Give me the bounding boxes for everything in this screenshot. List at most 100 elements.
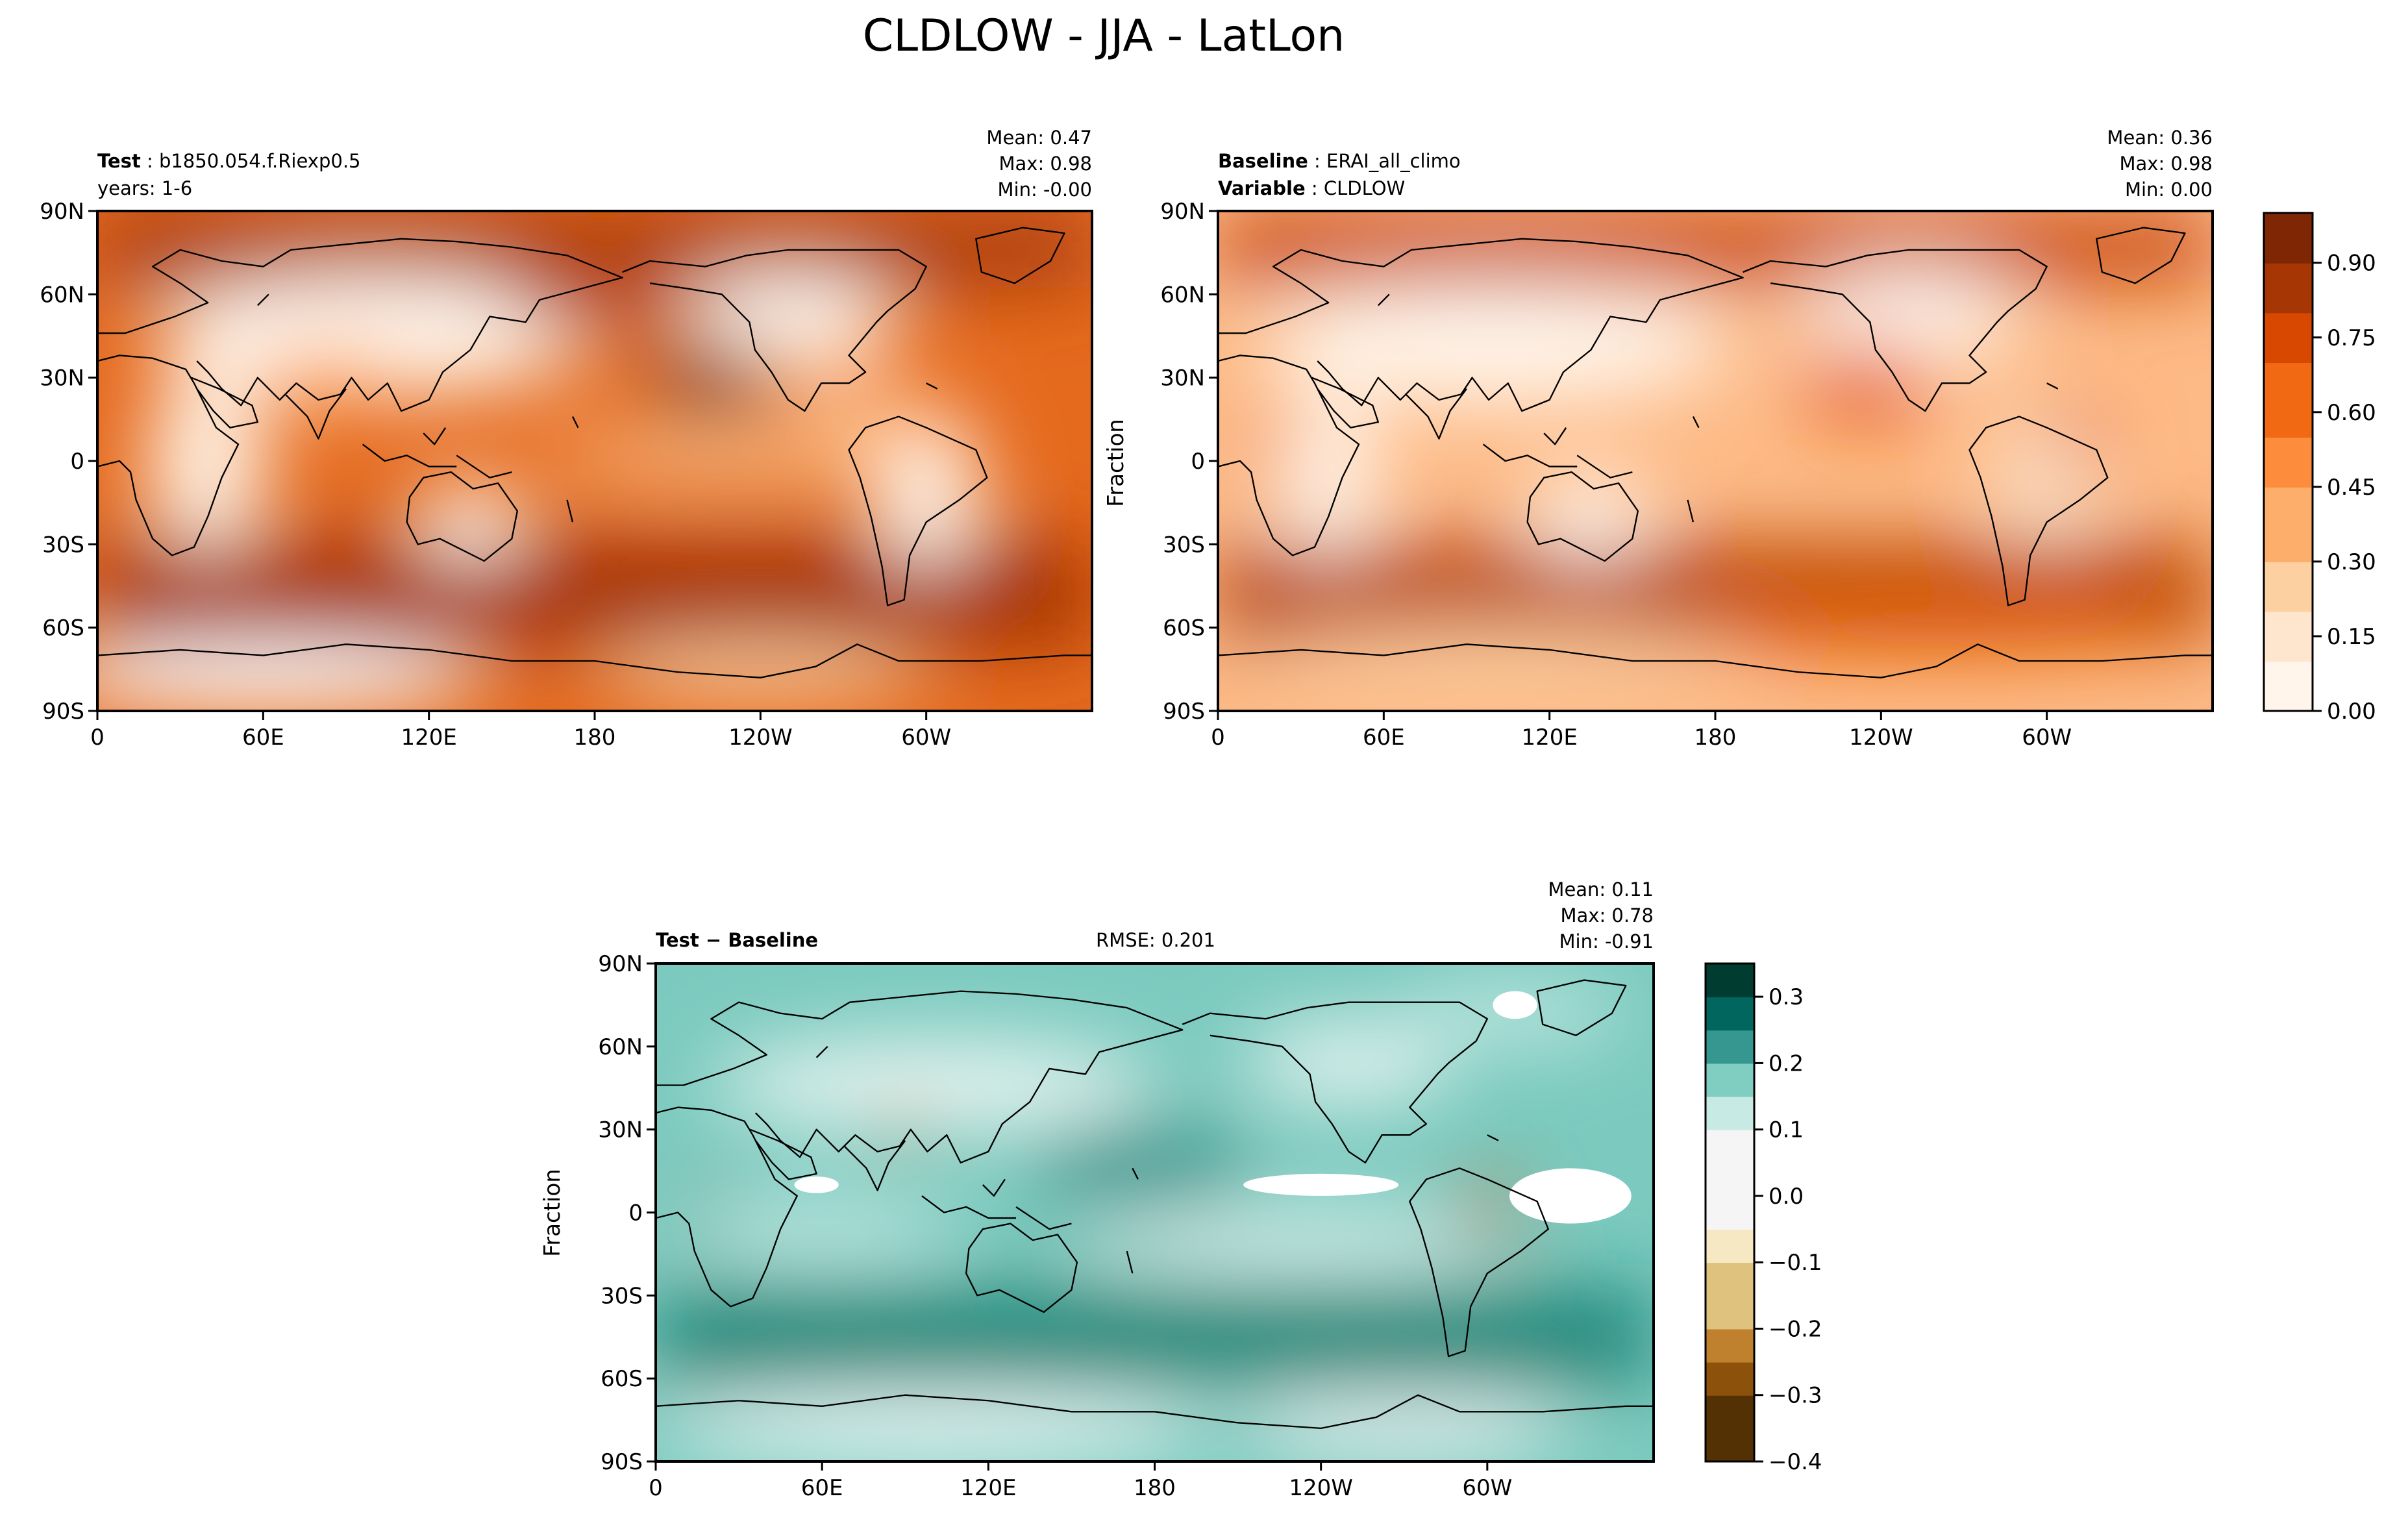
baseline-ytick-label: 90S — [1163, 699, 1205, 725]
colorbar-bottom-swatch — [1706, 1328, 1754, 1363]
colorbar-top-swatch — [2264, 686, 2313, 712]
diff-label: Test − Baseline — [656, 929, 818, 951]
colorbar-top-swatch — [2264, 337, 2313, 364]
colorbar-top-tick-label: 0.45 — [2327, 475, 2376, 501]
baseline-variable: Variable : CLDLOW — [1218, 177, 1405, 199]
diff-xtick-label: 0 — [649, 1475, 663, 1501]
baseline-xtick-label: 0 — [1211, 725, 1225, 751]
panel-diff: Test − Baseline RMSE: 0.201 Mean: 0.11 M… — [540, 878, 1655, 1501]
baseline-xtick-label: 180 — [1694, 725, 1737, 751]
diff-ytick-label: 90N — [598, 951, 643, 977]
diff-xtick-label: 60E — [801, 1475, 843, 1501]
colorbar-bottom-swatch — [1706, 963, 1754, 998]
test-xtick-label: 180 — [574, 725, 616, 751]
colorbar-bottom-frame — [1704, 962, 1756, 1463]
diff-xtick-label: 120E — [960, 1475, 1016, 1501]
test-xtick-label: 0 — [90, 725, 105, 751]
colorbar-bottom: 0.3 0.2 0.1 0.0 −0.1 −0.2 −0.3 −0.4 — [1704, 962, 1822, 1475]
baseline-xtick-label: 60E — [1363, 725, 1405, 751]
figure-title: CLDLOW - JJA - LatLon — [863, 10, 1345, 62]
test-ytick-label: 0 — [70, 449, 84, 475]
colorbar-top-swatch — [2264, 611, 2313, 637]
test-xtick-label: 60E — [242, 725, 284, 751]
colorbar-bottom-swatch — [1706, 1361, 1754, 1396]
colorbar-bottom-swatch — [1706, 997, 1754, 1031]
colorbar-top-swatch — [2264, 437, 2313, 463]
baseline-mean: Mean: 0.36 — [2107, 127, 2213, 149]
colorbar-bottom-tick-label: 0.0 — [1769, 1184, 1804, 1210]
panel-test: Test : b1850.054.f.Riexp0.5 years: 1-6 M… — [40, 127, 1093, 751]
colorbar-bottom-swatch — [1706, 1428, 1754, 1462]
test-mean: Mean: 0.47 — [986, 127, 1092, 149]
diff-ytick-label: 60S — [601, 1366, 643, 1392]
colorbar-top-swatch — [2264, 412, 2313, 438]
colorbar-top-swatch — [2264, 661, 2313, 687]
colorbar-top-tick-label: 0.90 — [2327, 251, 2376, 277]
diff-ylabel: Fraction — [540, 1169, 565, 1257]
colorbar-top-tick-label: 0.75 — [2327, 325, 2376, 351]
test-label: Test : b1850.054.f.Riexp0.5 — [97, 150, 361, 172]
diff-rmse: RMSE: 0.201 — [1096, 929, 1215, 951]
colorbar-top-swatch — [2264, 512, 2313, 538]
colorbar-bottom-swatch — [1706, 1030, 1754, 1064]
baseline-ytick-label: 30N — [1160, 366, 1205, 392]
colorbar-top-tick-label: 0.00 — [2327, 699, 2376, 725]
test-ytick-label: 60N — [40, 282, 84, 308]
colorbar-bottom-swatch — [1706, 1295, 1754, 1330]
diff-ytick-label: 90S — [601, 1449, 643, 1475]
baseline-xtick-label: 120E — [1521, 725, 1577, 751]
baseline-min: Min: 0.00 — [2125, 179, 2213, 201]
baseline-xtick-label: 120W — [1849, 725, 1913, 751]
colorbar-bottom-tick-label: −0.2 — [1769, 1316, 1822, 1342]
colorbar-bottom-swatch — [1706, 1096, 1754, 1130]
diff-map — [656, 963, 1654, 1461]
colorbar-top-swatch — [2264, 387, 2313, 413]
test-xtick-label: 120W — [728, 725, 793, 751]
colorbar-top: 0.00 0.15 0.30 0.45 0.60 0.75 0.90 — [2263, 212, 2376, 725]
colorbar-top-swatch — [2264, 636, 2313, 662]
colorbar-bottom-tick-label: −0.1 — [1769, 1250, 1822, 1276]
test-ytick-label: 30S — [42, 532, 84, 558]
colorbar-top-swatch — [2264, 262, 2313, 289]
diff-xtick-label: 180 — [1134, 1475, 1176, 1501]
colorbar-top-swatch — [2264, 486, 2313, 513]
baseline-label: Baseline : ERAI_all_climo — [1218, 150, 1461, 172]
colorbar-top-tick-label: 0.30 — [2327, 549, 2376, 575]
colorbar-top-swatch — [2264, 213, 2313, 239]
colorbar-top-frame — [2263, 212, 2314, 712]
colorbar-top-tick-label: 0.15 — [2327, 624, 2376, 650]
colorbar-top-swatch — [2264, 312, 2313, 338]
test-ytick-label: 90S — [42, 699, 84, 725]
colorbar-top-swatch — [2264, 362, 2313, 388]
colorbar-bottom-swatch — [1706, 1395, 1754, 1429]
baseline-ytick-label: 0 — [1191, 449, 1205, 475]
test-xtick-label: 60W — [901, 725, 951, 751]
test-ytick-label: 30N — [40, 366, 84, 392]
baseline-ytick-label: 60S — [1163, 615, 1205, 641]
diff-ytick-label: 30S — [601, 1283, 643, 1309]
colorbar-bottom-tick-label: −0.3 — [1769, 1383, 1822, 1409]
diff-min: Min: -0.91 — [1559, 930, 1654, 952]
baseline-ytick-label: 60N — [1160, 282, 1205, 308]
baseline-ytick-label: 90N — [1160, 199, 1205, 225]
colorbar-bottom-swatch — [1706, 1162, 1754, 1197]
panel-baseline: Baseline : ERAI_all_climo Variable : CLD… — [1103, 127, 2214, 751]
test-years: years: 1-6 — [97, 177, 192, 199]
diff-max: Max: 0.78 — [1560, 904, 1654, 926]
diff-ytick-label: 0 — [628, 1200, 643, 1226]
baseline-ytick-label: 30S — [1163, 532, 1205, 558]
colorbar-top-swatch — [2264, 561, 2313, 588]
colorbar-bottom-tick-label: 0.1 — [1769, 1117, 1804, 1143]
colorbar-top-swatch — [2264, 586, 2313, 612]
colorbar-top-tick-label: 0.60 — [2327, 400, 2376, 426]
colorbar-bottom-tick-label: 0.2 — [1769, 1050, 1804, 1076]
diff-ytick-label: 60N — [598, 1034, 643, 1060]
test-xtick-label: 120E — [401, 725, 456, 751]
test-ytick-label: 60S — [42, 615, 84, 641]
baseline-ylabel: Fraction — [1103, 419, 1129, 507]
colorbar-bottom-swatch — [1706, 1129, 1754, 1163]
diff-mean: Mean: 0.11 — [1548, 878, 1654, 901]
test-min: Min: -0.00 — [998, 179, 1092, 201]
colorbar-bottom-swatch — [1706, 1229, 1754, 1263]
